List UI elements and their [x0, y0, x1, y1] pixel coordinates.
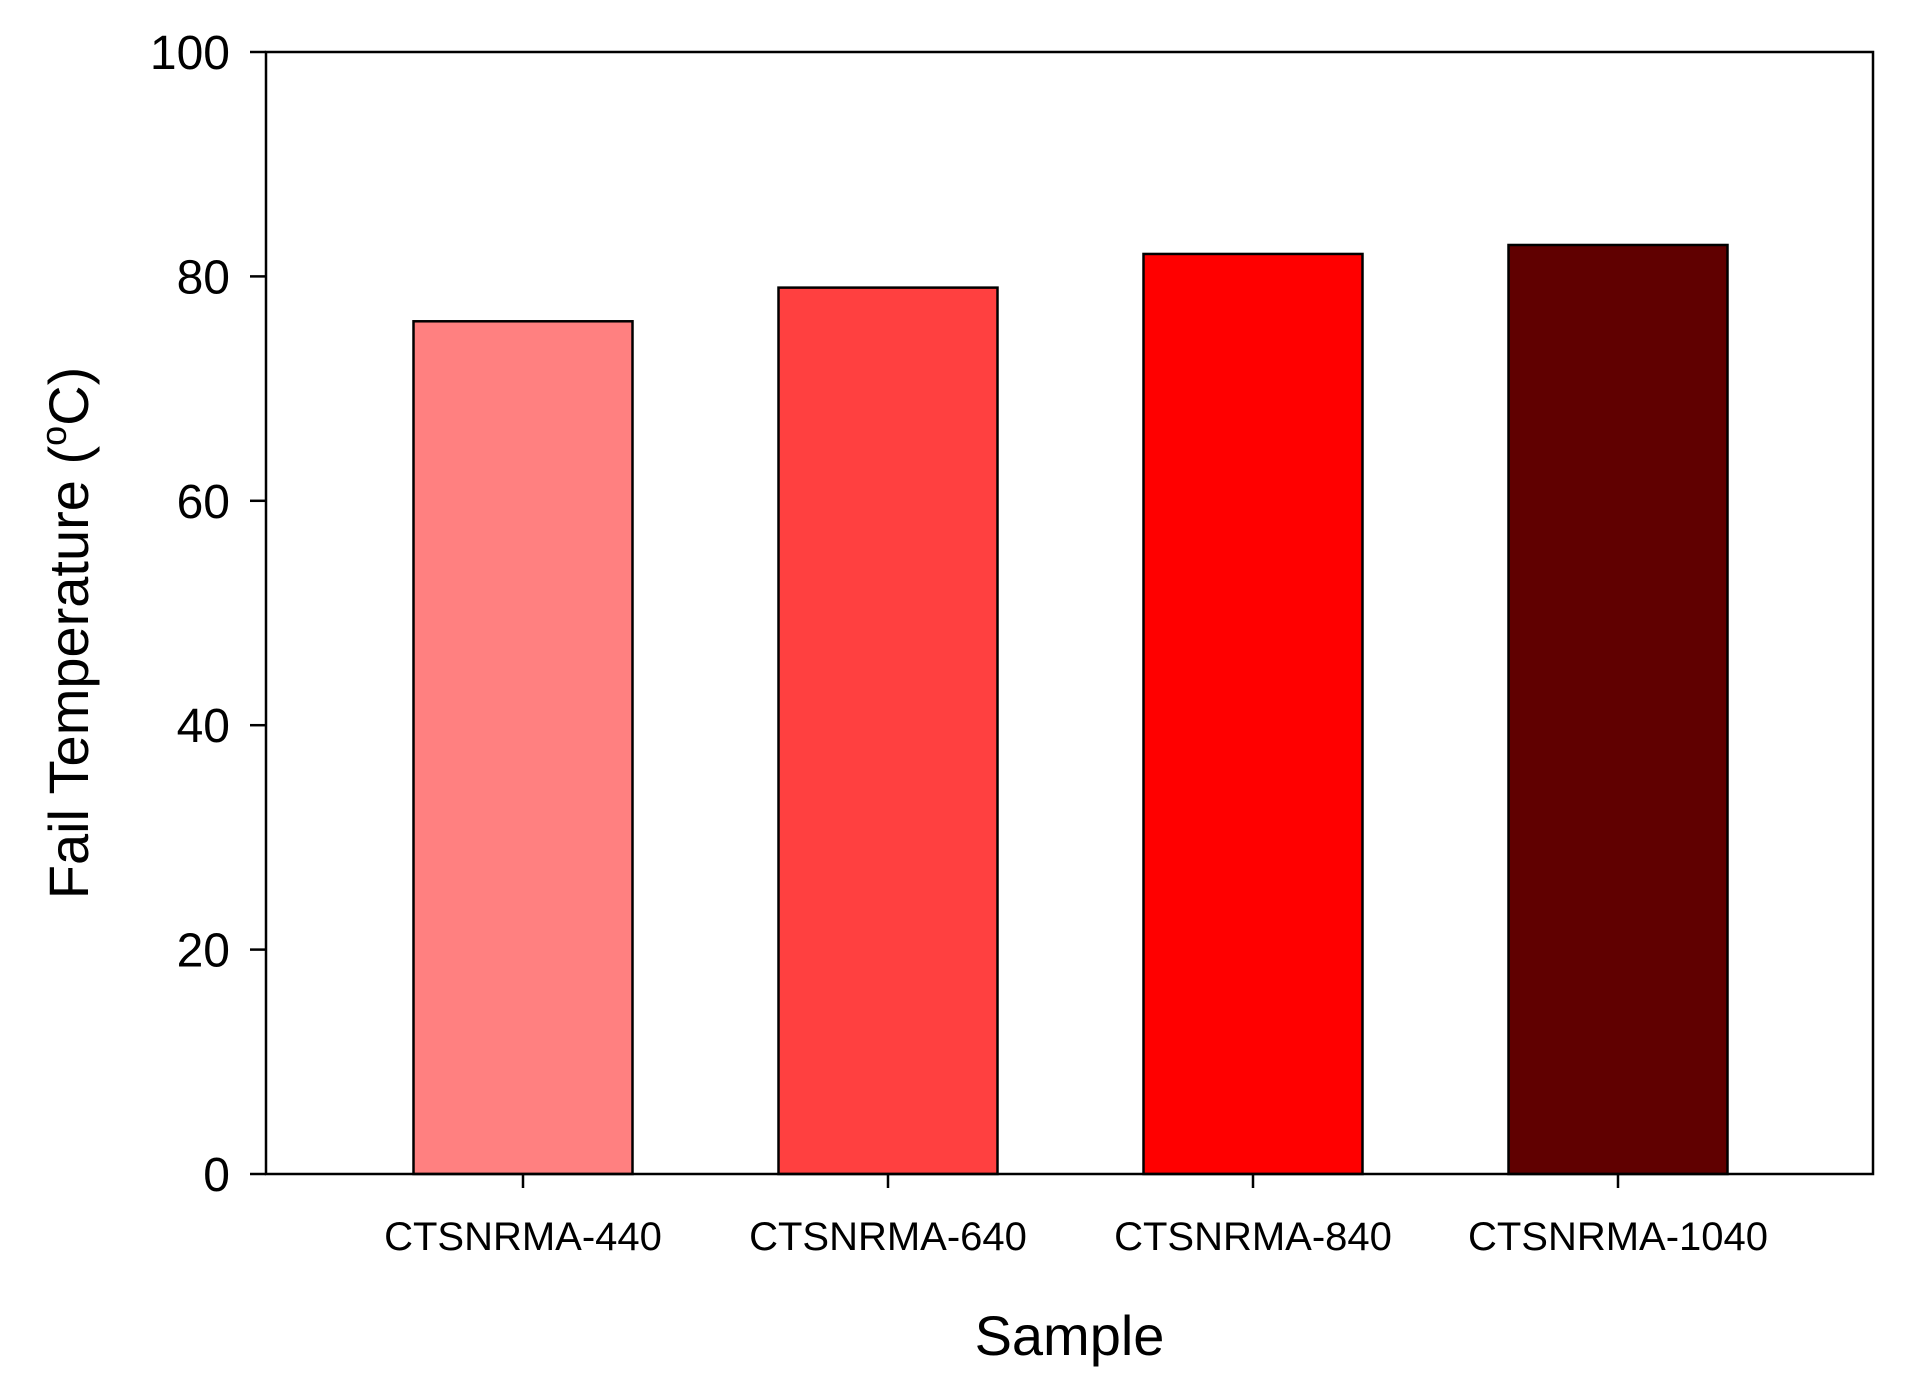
bar-ctsnrma-640 — [777, 286, 999, 1176]
y-tick-label: 80 — [177, 251, 230, 304]
y-tick-label: 100 — [150, 27, 230, 80]
y-tick-label: 20 — [177, 925, 230, 978]
plot-frame — [264, 50, 1875, 1176]
x-tick-label: CTSNRMA-1040 — [1468, 1215, 1768, 1259]
x-tick-label: CTSNRMA-840 — [1114, 1215, 1392, 1259]
bar-ctsnrma-440 — [412, 320, 634, 1176]
y-axis-title-suffix: C) — [37, 367, 100, 426]
x-axis-ticks: CTSNRMA-440 CTSNRMA-640 CTSNRMA-840 CTSNRMA… — [384, 1174, 1768, 1259]
y-tick-label: 0 — [203, 1149, 230, 1202]
x-tick-label: CTSNRMA-440 — [384, 1215, 662, 1259]
x-tick-label: CTSNRMA-640 — [749, 1215, 1027, 1259]
y-axis-title-prefix: Fail Temperature ( — [37, 446, 100, 900]
y-axis-title-degree: o — [33, 426, 74, 446]
y-axis-ticks: 0 20 40 60 80 100 — [150, 27, 266, 1202]
bar-ctsnrma-1040 — [1507, 243, 1729, 1176]
y-axis-title: Fail Temperature (oC) — [33, 367, 100, 899]
bars-layer — [412, 243, 1729, 1176]
x-axis-title: Sample — [975, 1304, 1165, 1367]
y-tick-label: 60 — [177, 476, 230, 529]
bar-ctsnrma-840 — [1142, 252, 1364, 1176]
y-tick-label: 40 — [177, 700, 230, 753]
